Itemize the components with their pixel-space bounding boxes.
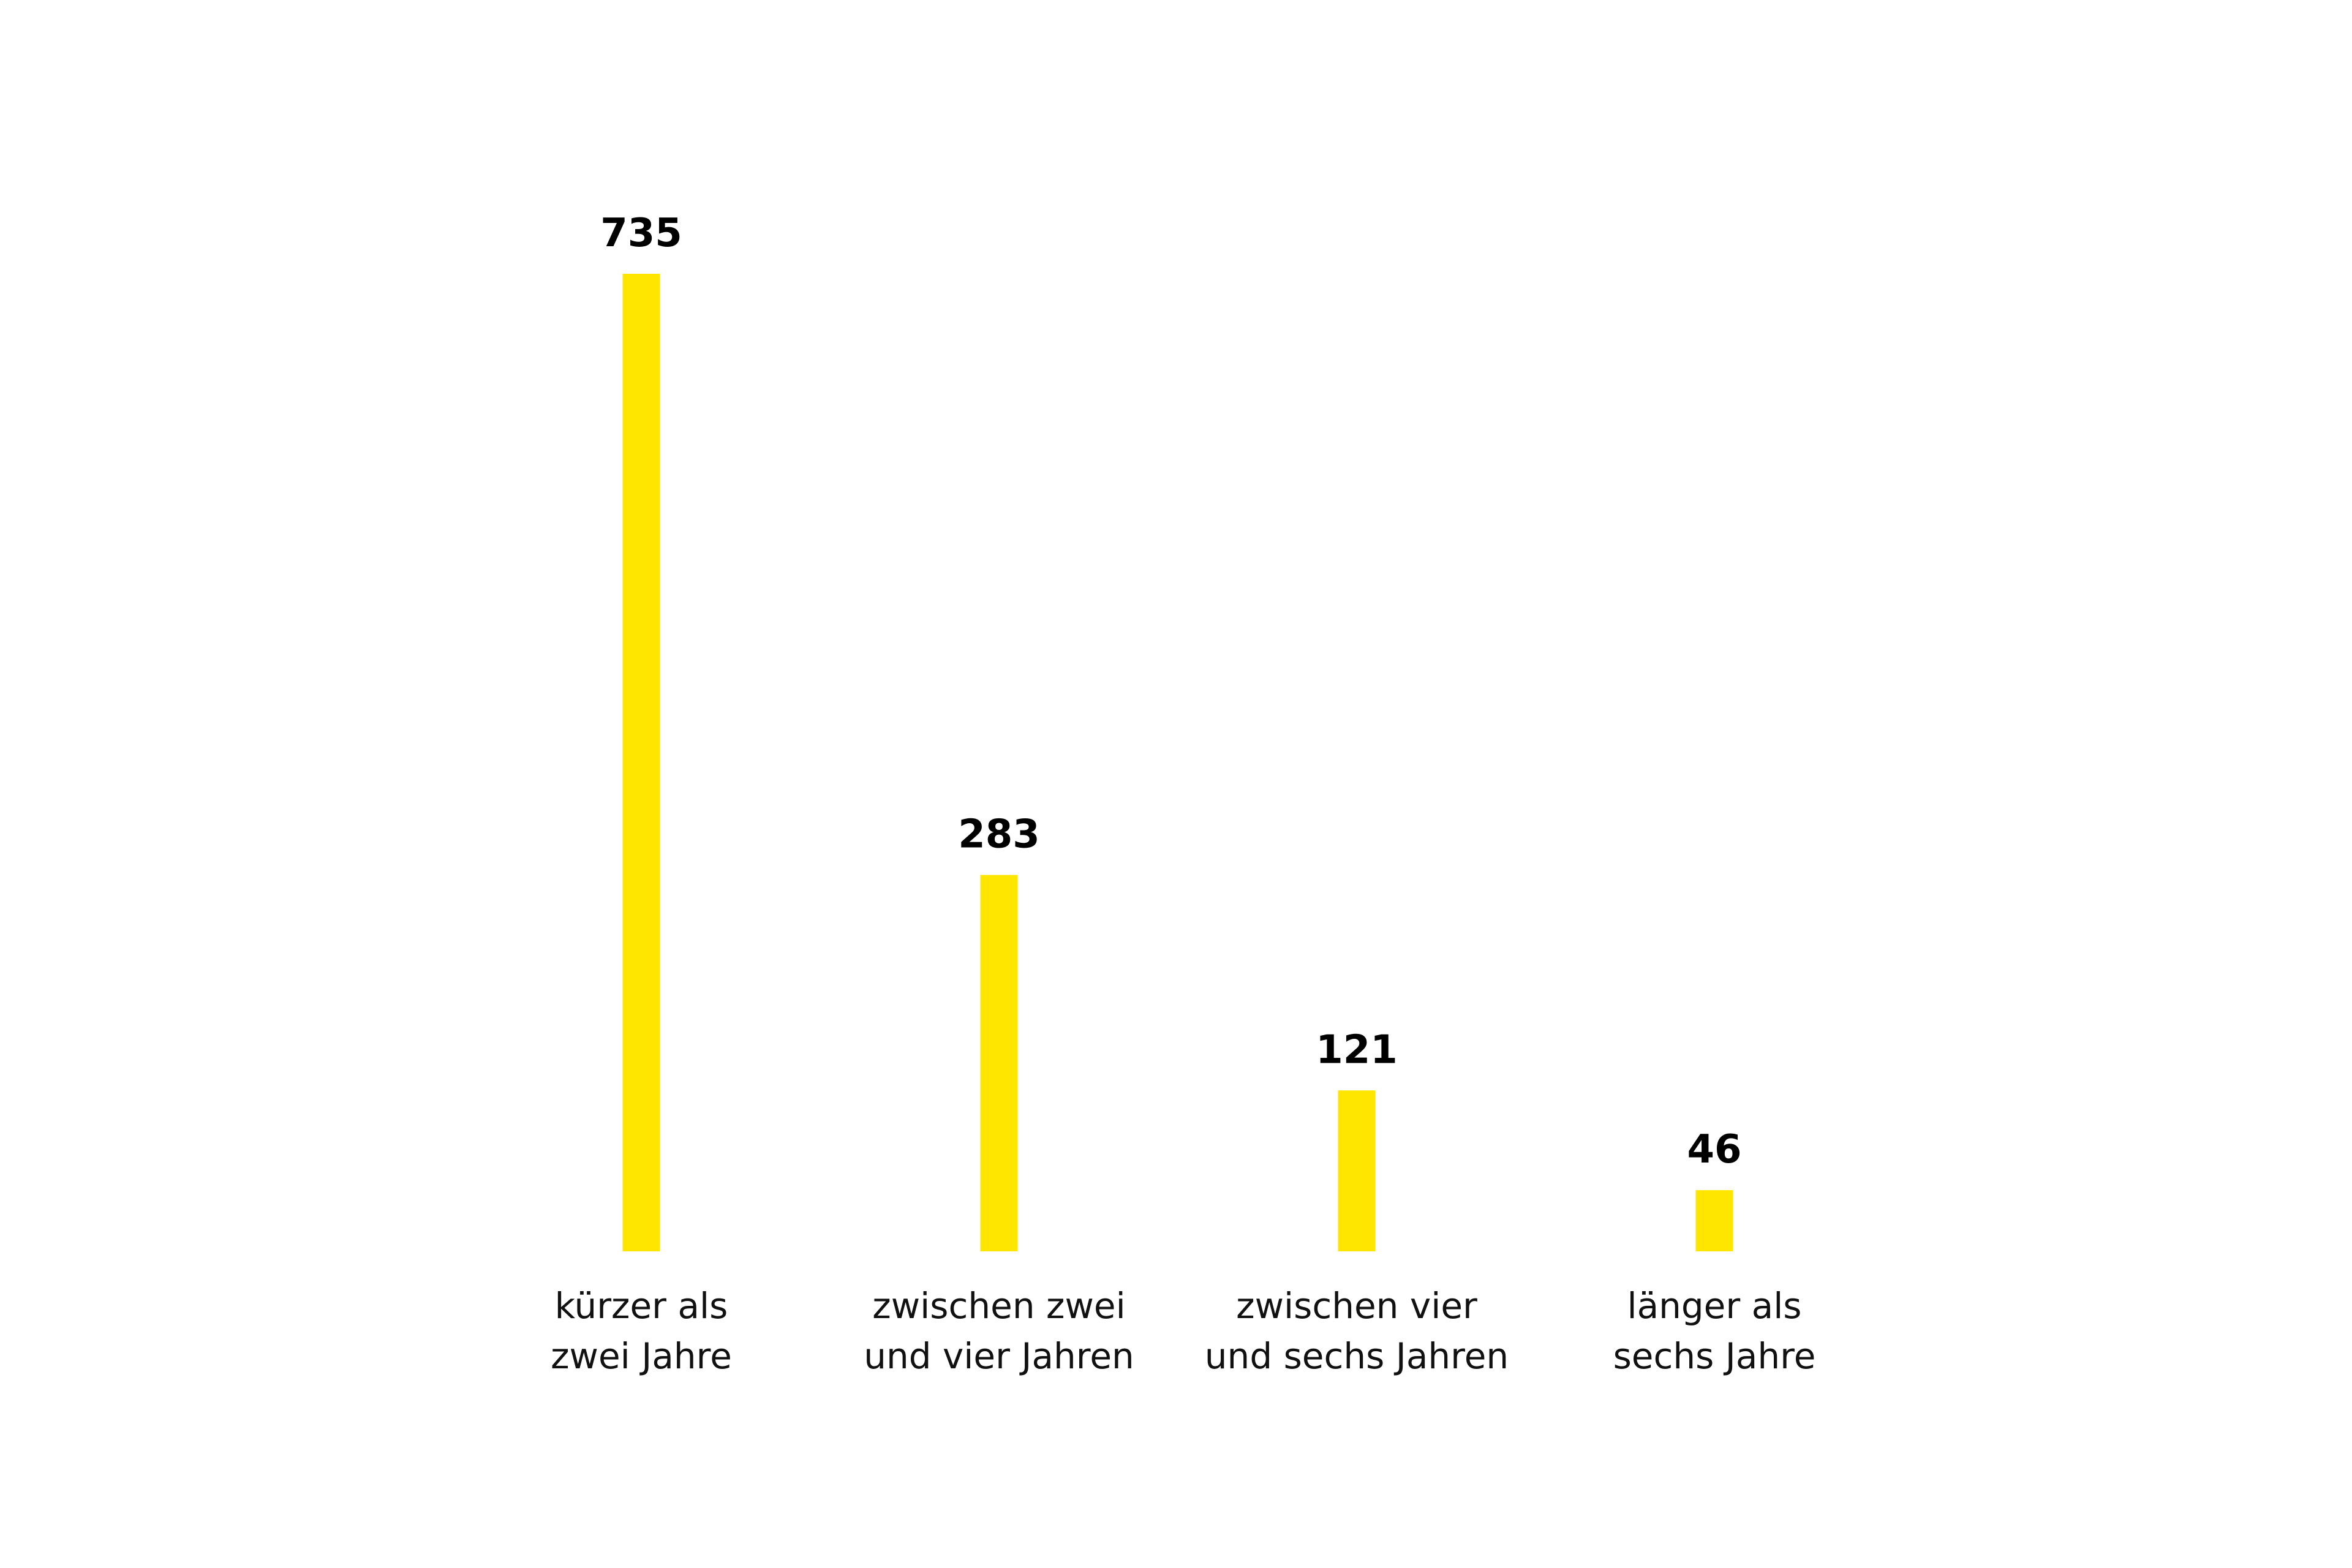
data-label: 121	[1316, 1027, 1398, 1072]
category-label: und vier Jahren	[864, 1335, 1134, 1377]
data-label: 46	[1687, 1127, 1741, 1172]
category-label: zwischen zwei	[872, 1285, 1125, 1327]
category-label: sechs Jahre	[1613, 1335, 1816, 1377]
bar	[1695, 1190, 1733, 1251]
bar	[622, 274, 660, 1251]
category-label: länger als	[1627, 1285, 1801, 1327]
category-label: zwei Jahre	[551, 1335, 732, 1377]
data-label: 283	[958, 812, 1040, 857]
category-label: zwischen vier	[1236, 1285, 1477, 1327]
bar	[1338, 1090, 1376, 1251]
bar	[980, 875, 1018, 1251]
category-label: und sechs Jahren	[1205, 1335, 1509, 1377]
category-label: kürzer als	[555, 1285, 728, 1327]
data-label: 735	[600, 211, 682, 256]
